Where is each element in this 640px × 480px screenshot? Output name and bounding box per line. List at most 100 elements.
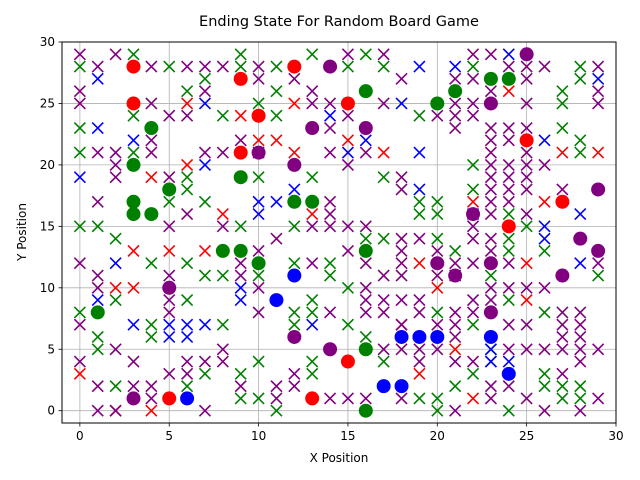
x-marker [234,367,247,380]
x-tick-label: 20 [430,429,445,443]
x-marker [252,269,265,282]
x-marker [413,183,426,196]
x-marker [449,330,462,344]
x-marker [574,380,587,393]
x-marker [466,220,480,233]
x-marker [395,183,408,196]
x-marker [323,269,337,282]
x-marker [466,294,480,307]
x-marker [91,60,104,73]
data-marks [73,47,606,418]
x-marker [592,85,605,98]
x-marker [449,343,462,356]
x-marker [181,171,194,184]
x-marker [288,183,301,196]
x-marker [466,48,480,61]
circle-marker [215,243,230,258]
y-axis-ticks: 0 5 10 15 20 25 30 [40,35,62,418]
circle-marker [483,305,498,320]
x-marker [73,355,86,368]
x-marker [466,318,480,331]
x-marker [359,134,372,147]
x-marker [466,72,480,85]
x-marker [377,294,390,307]
x-marker [127,281,140,294]
x-marker [520,60,533,73]
x-marker [306,220,319,233]
x-tick-label: 25 [519,429,534,443]
x-marker [592,72,605,85]
circle-marker [287,157,302,172]
x-marker [163,60,176,73]
x-marker [181,97,194,110]
circle-marker [501,219,516,234]
x-marker [556,392,569,405]
x-marker [484,380,497,393]
x-marker [449,355,462,368]
circle-marker [483,71,498,86]
circle-marker [162,280,177,295]
x-marker [502,171,515,184]
x-marker [323,257,337,270]
x-marker [484,281,497,294]
x-marker [556,306,569,319]
circle-marker [251,256,266,271]
x-marker [181,294,194,307]
x-marker [252,134,265,147]
x-marker [109,171,122,184]
x-marker [538,158,551,171]
circle-marker [144,121,159,136]
x-marker [323,121,337,135]
circle-marker [287,329,302,344]
x-marker [234,48,247,61]
x-marker [323,195,337,208]
x-marker [520,207,533,221]
x-marker [323,97,337,110]
x-marker [145,134,158,147]
x-marker [431,343,444,356]
circle-marker [483,96,498,111]
x-marker [395,392,408,405]
x-marker [359,294,372,307]
x-marker [449,60,462,73]
x-marker [181,257,194,270]
x-marker [449,244,462,258]
circle-marker [412,329,427,344]
x-marker [181,318,194,331]
x-marker [556,121,569,135]
x-marker [145,97,158,110]
x-marker [574,146,587,159]
x-marker [449,72,462,85]
circle-marker [269,293,284,308]
x-marker [359,281,372,294]
x-marker [91,330,104,344]
circle-marker [358,403,373,418]
x-marker [127,318,140,331]
x-marker [270,60,283,73]
x-marker [109,146,122,159]
x-marker [91,121,104,135]
x-marker [592,392,605,405]
x-marker [484,158,497,171]
x-marker [323,109,337,122]
x-marker [556,146,569,159]
circle-marker [305,391,320,406]
x-marker [413,355,426,368]
x-marker [574,60,587,73]
x-marker [377,269,390,282]
x-marker [502,207,515,221]
x-marker [198,60,212,73]
x-marker [413,146,426,159]
x-marker [198,404,212,417]
x-marker [466,97,480,110]
circle-marker [555,268,570,283]
x-marker [449,109,462,122]
circle-marker [126,207,141,222]
x-marker [234,109,247,122]
x-marker [198,97,212,110]
circle-marker [144,207,159,222]
x-marker [181,183,194,196]
x-marker [502,158,515,171]
x-marker [466,367,480,380]
x-marker [502,48,515,61]
